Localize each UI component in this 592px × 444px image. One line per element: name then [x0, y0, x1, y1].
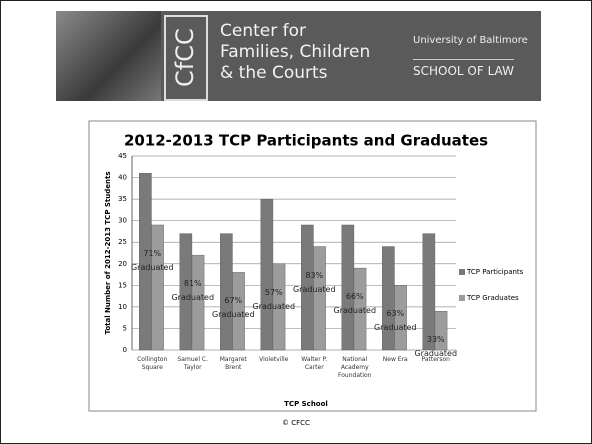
annotation: 63% Graduated	[373, 309, 417, 333]
annotation: 33% Graduated	[414, 335, 458, 359]
x-axis-label: TCP School	[284, 400, 328, 408]
y-tick-label: 15	[118, 281, 127, 289]
bar	[394, 285, 407, 351]
university: University of Baltimore	[413, 35, 528, 46]
legend-label: TCP Participants	[466, 268, 524, 276]
y-tick-label: 10	[118, 303, 127, 311]
banner-art	[56, 11, 161, 101]
bar	[191, 254, 205, 351]
banner-title-line: Families, Children	[220, 42, 371, 62]
x-tick-label: Collington Square	[137, 356, 168, 371]
x-tick-label: National Academy Foundation	[338, 356, 372, 379]
bar	[353, 267, 367, 351]
y-tick-label: 45	[118, 152, 127, 160]
annotation: 81% Graduated	[171, 279, 215, 303]
annotation: 83% Graduated	[292, 270, 336, 294]
y-tick-label: 30	[118, 217, 127, 225]
bar	[434, 311, 448, 351]
banner-title: Center for Families, Children & the Cour…	[220, 21, 370, 84]
y-tick-label: 35	[118, 195, 127, 203]
bar	[341, 224, 355, 351]
banner: CfCC Center for Families, Children & the…	[56, 11, 541, 101]
x-tick-label: New Era	[382, 356, 408, 363]
y-tick-label: 0	[123, 346, 127, 354]
legend-swatch	[459, 269, 465, 275]
y-tick-label: 40	[118, 174, 127, 182]
x-tick-label: Samuel C. Taylor	[177, 356, 209, 371]
x-tick-label: Patterson	[421, 356, 451, 363]
y-tick-label: 5	[123, 324, 127, 332]
school: SCHOOL OF LAW	[413, 59, 514, 78]
legend-swatch	[459, 295, 465, 301]
annotation: 66% Graduated	[333, 292, 377, 316]
annotation: 67% Graduated	[211, 296, 255, 320]
y-tick-label: 25	[118, 238, 127, 246]
y-axis-label: Total Number of 2012-2013 TCP Students	[104, 171, 112, 334]
y-tick-label: 20	[118, 260, 127, 268]
bar	[220, 233, 233, 351]
bar	[151, 224, 164, 351]
footer: © CFCC	[282, 419, 310, 427]
chart-title: 2012-2013 TCP Participants and Graduates	[124, 132, 488, 150]
banner-title-line: & the Courts	[220, 63, 328, 83]
bar	[260, 198, 274, 351]
x-tick-label: Margaret Brent	[219, 356, 247, 371]
bar	[422, 233, 436, 351]
bar	[313, 246, 326, 351]
banner-title-line: Center for	[220, 21, 306, 41]
annotation: 71% Graduated	[130, 248, 174, 272]
x-tick-label: Violetville	[259, 356, 289, 363]
bar	[232, 272, 245, 351]
bar	[272, 263, 286, 351]
x-tick-label: Walter P. Carter	[301, 356, 328, 371]
legend-label: TCP Graduates	[466, 294, 519, 302]
annotation: 57% Graduated	[252, 287, 296, 311]
